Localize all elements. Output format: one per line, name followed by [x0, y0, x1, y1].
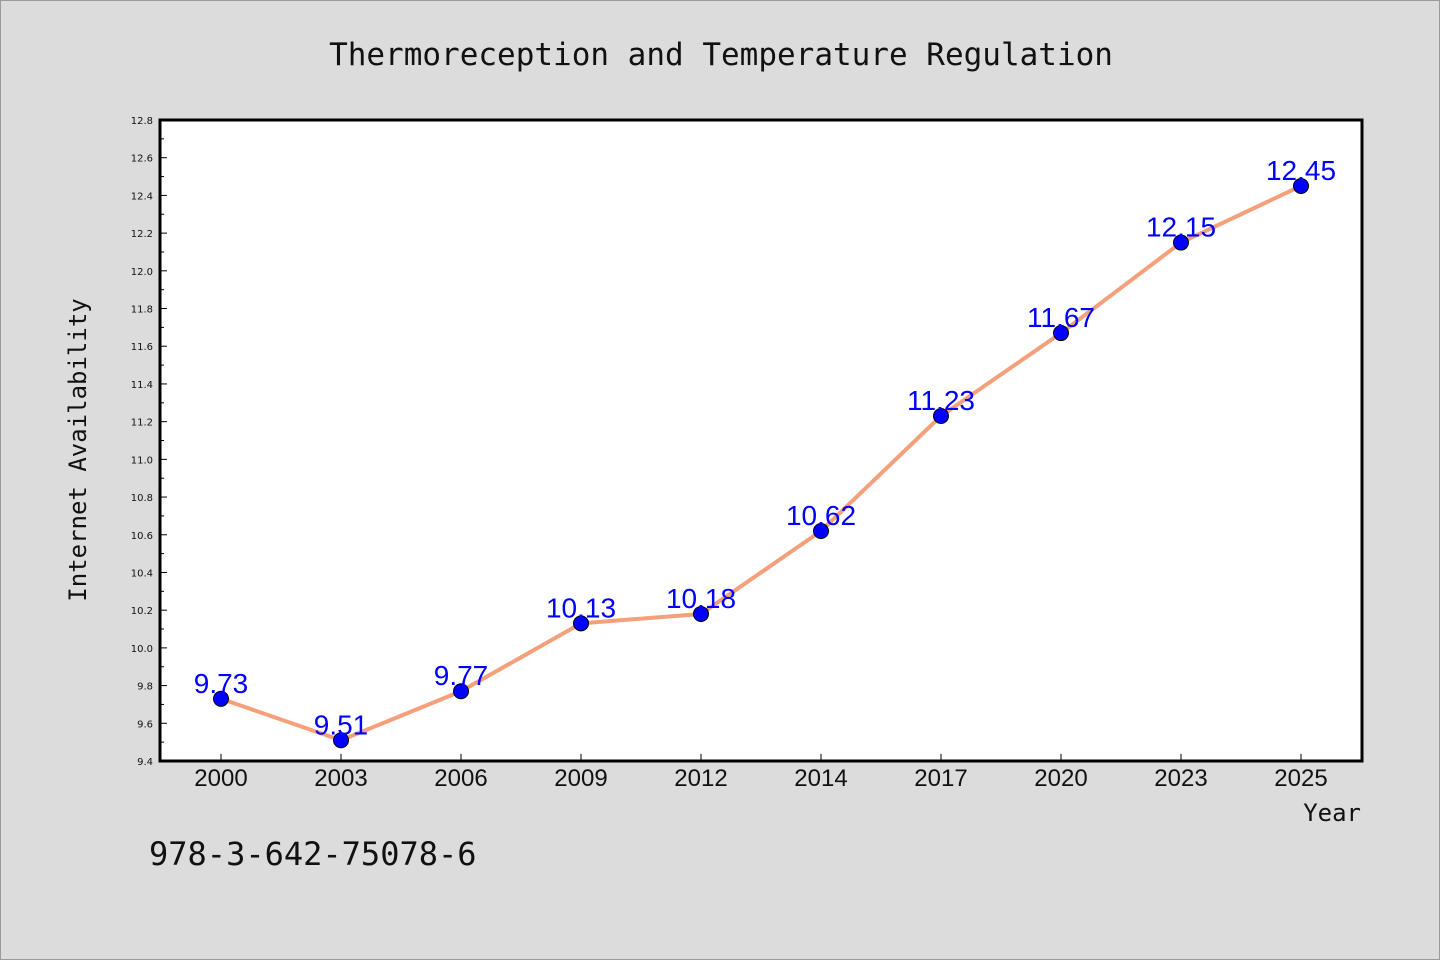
isbn-footnote: 978-3-642-75078-6	[149, 835, 477, 873]
y-tick-label: 12.2	[131, 229, 153, 240]
x-tick-label: 2009	[554, 765, 607, 792]
data-label: 9.51	[314, 709, 369, 740]
y-tick-label: 11.6	[131, 342, 153, 353]
data-point	[1053, 325, 1069, 342]
x-tick-label: 2023	[1154, 765, 1207, 792]
y-tick-label: 11.2	[131, 418, 153, 429]
x-tick-label: 2006	[434, 765, 487, 792]
y-tick-label: 11.0	[131, 455, 153, 466]
x-tick-label: 2020	[1034, 765, 1087, 792]
x-tick-label: 2014	[794, 765, 847, 792]
series-group: 9.73 9.51 9.77 10.13 10.18 10.62 11.23 11.67 12.…	[194, 155, 1336, 749]
data-label: 10.18	[666, 583, 736, 614]
data-point	[453, 683, 469, 700]
x-axis: 2000 2003 2006 2009 2012 2014 2017 2020 2023 2025	[194, 754, 1328, 792]
data-point	[813, 522, 829, 539]
y-tick-label: 12.8	[131, 116, 153, 127]
data-label: 11.23	[907, 385, 975, 416]
y-tick-label: 9.6	[137, 719, 153, 730]
y-tick-label: 9.4	[137, 757, 153, 768]
y-tick-label: 10.8	[131, 493, 153, 504]
x-tick-label: 2012	[674, 765, 727, 792]
y-axis-label: Internet Availability	[64, 298, 92, 601]
data-label: 12.15	[1146, 212, 1216, 243]
data-point	[1173, 234, 1189, 251]
data-label: 11.67	[1027, 302, 1095, 333]
data-point	[213, 690, 229, 707]
x-tick-label: 2025	[1274, 765, 1327, 792]
y-tick-label: 11.8	[131, 305, 153, 316]
data-point	[693, 605, 709, 622]
chart-title: Thermoreception and Temperature Regulati…	[329, 37, 1113, 73]
data-point	[933, 407, 949, 424]
y-tick-label: 10.4	[131, 568, 153, 579]
y-tick-label: 11.4	[131, 380, 153, 391]
data-point	[333, 732, 349, 749]
x-axis-label: Year	[1303, 799, 1361, 827]
x-tick-label: 2000	[194, 765, 247, 792]
y-tick-label: 12.4	[131, 191, 153, 202]
data-point	[1293, 177, 1309, 194]
y-tick-label: 10.2	[131, 606, 153, 617]
data-label: 9.77	[434, 660, 489, 691]
data-label: 10.13	[546, 592, 616, 623]
data-label: 10.62	[786, 500, 856, 531]
y-tick-label: 10.6	[131, 531, 153, 542]
x-tick-label: 2017	[914, 765, 967, 792]
y-axis: 9.4 9.6 9.8 10.0 10.2 10.4 10.6 10.8 11.0 11.2 11.…	[131, 116, 167, 768]
plot-area	[158, 118, 1364, 763]
y-tick-label: 12.0	[131, 267, 153, 278]
data-label: 12.45	[1266, 155, 1336, 186]
y-tick-label: 12.6	[131, 154, 153, 165]
data-point	[573, 615, 589, 632]
series-line	[219, 183, 1303, 743]
data-label: 9.73	[194, 668, 249, 699]
y-tick-label: 10.0	[131, 644, 153, 655]
y-tick-label: 9.8	[137, 682, 153, 693]
x-tick-label: 2003	[314, 765, 367, 792]
